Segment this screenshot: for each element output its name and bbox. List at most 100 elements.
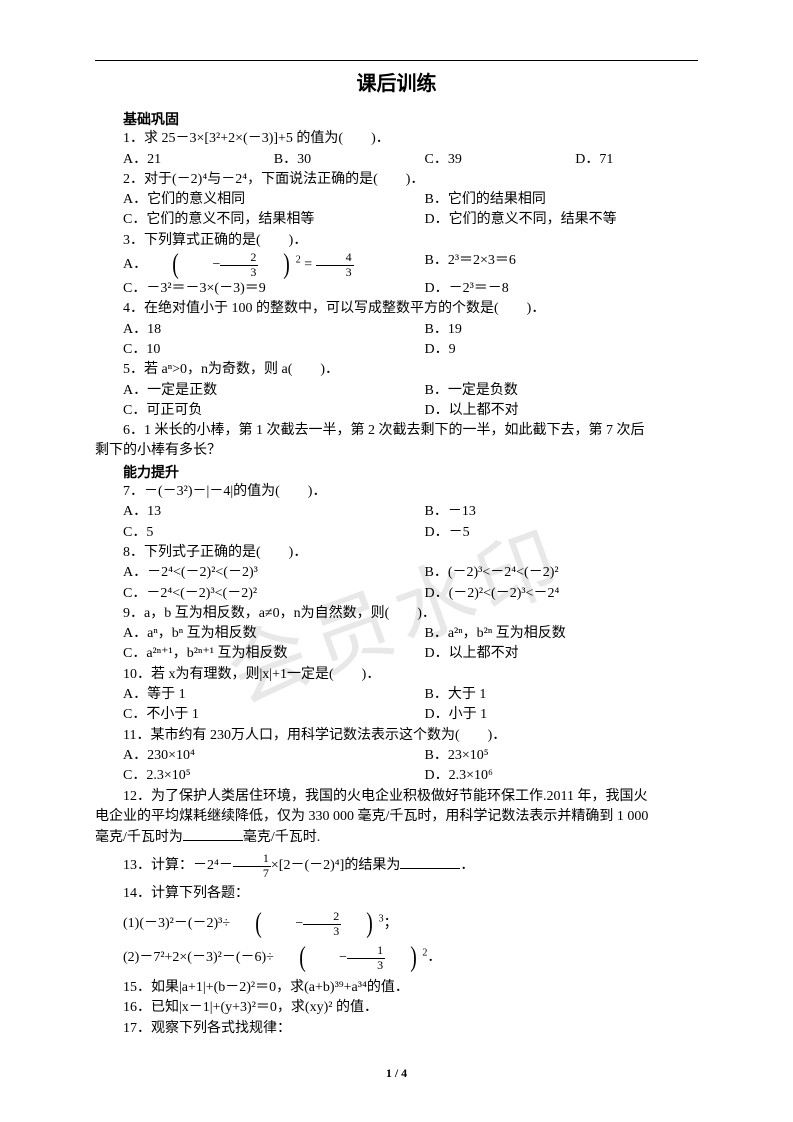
q1-opt-d: D．71 [547,150,698,170]
q12-blank [183,827,243,841]
q1-opt-a: A．21 [95,150,246,170]
q10-opt-d: D．小于 1 [397,705,699,725]
q2-opt-b: B．它们的结果相同 [397,190,699,210]
q13-frac-den: 7 [233,867,271,880]
section-basic: 基础巩固 [95,109,698,129]
q11-opt-b: B．23×10⁵ [397,746,699,766]
q11-stem: 11．某市约有 230万人口，用科学记数法表示这个数为( )． [95,726,698,746]
q14-1-frac-den: 3 [303,925,341,938]
q7-opt-d: D．－5 [397,523,699,543]
q16-stem: 16．已知|x－1|+(y+3)²＝0，求(xy)² 的值． [95,998,698,1018]
q3-options-row2: C．－3²＝－3×(－3)＝9 D．－2³＝－8 [95,279,698,299]
q4-opt-b: B．19 [397,320,699,340]
q4-opt-d: D．9 [397,340,699,360]
q10-opt-b: B．大于 1 [397,685,699,705]
q5-opt-a: A．一定是正数 [95,381,397,401]
q3-opt-a: A．(−23)2 = 43 [95,251,397,279]
q8-opt-d: D．(－2)²<(－2)³<－2⁴ [397,584,699,604]
q10-stem: 10．若 x为有理数，则|x|+1一定是( )． [95,665,698,685]
q3-options-row1: A．(−23)2 = 43 B．2³＝2×3＝6 [95,251,698,279]
q12-line1: 12．为了保护人类居住环境，我国的火电企业积极做好节能环保工作.2011 年，我… [95,787,698,807]
q10-opt-a: A．等于 1 [95,685,397,705]
q3-opt-c: C．－3²＝－3×(－3)＝9 [95,279,397,299]
q7-opt-b: B．－13 [397,502,699,522]
q13-post: ． [460,858,474,873]
q1-options: A．21 B．30 C．39 D．71 [95,150,698,170]
q8-opt-b: B．(－2)³<－2⁴<(－2)² [397,563,699,583]
q11-opt-d: D．2.3×10⁶ [397,766,699,786]
q14-1-post: ； [384,916,398,931]
q9-opt-c: C．a²ⁿ⁺¹，b²ⁿ⁺¹ 互为相反数 [95,644,397,664]
q12-line3: 毫克/千瓦时为 毫克/千瓦时. [95,827,698,848]
q12-line3-pre: 毫克/千瓦时为 [95,830,183,845]
q4-options-row2: C．10 D．9 [95,340,698,360]
q11-opt-c: C．2.3×10⁵ [95,766,397,786]
q9-options-row2: C．a²ⁿ⁺¹，b²ⁿ⁺¹ 互为相反数 D．以上都不对 [95,644,698,664]
q6-line1: 6．1 米长的小棒，第 1 次截去一半，第 2 次截去剩下的一半，如此截下去，第… [95,421,698,441]
q14-stem: 14．计算下列各题： [95,884,698,904]
q4-opt-a: A．18 [95,320,397,340]
q5-opt-c: C．可正可负 [95,401,397,421]
q1-opt-c: C．39 [397,150,548,170]
q14-1-pre: (1)(－3)²－(－2)³÷ [123,916,230,931]
q9-opt-d: D．以上都不对 [397,644,699,664]
q5-opt-d: D．以上都不对 [397,401,699,421]
q12-line2: 电企业的平均煤耗继续降低，仅为 330 000 毫克/千瓦时，用科学记数法表示并… [95,807,698,827]
q8-stem: 8．下列式子正确的是( )． [95,543,698,563]
q14-2-frac-den: 3 [347,959,385,972]
q4-stem: 4．在绝对值小于 100 的整数中，可以写成整数平方的个数是( )． [95,299,698,319]
q1-stem: 1．求 25－3×[3²+2×(－3)]+5 的值为( )． [95,129,698,149]
q14-2: (2)－7²+2×(－3)²－(－6)÷(−13)2． [95,944,698,972]
q4-opt-c: C．10 [95,340,397,360]
q2-options: A．它们的意义相同 B．它们的结果相同 C．它们的意义不同，结果相等 D．它们的… [95,190,698,231]
section-advanced: 能力提升 [95,462,698,482]
q7-opt-a: A．13 [95,502,397,522]
q14-2-post: ． [427,950,441,965]
q5-options-row1: A．一定是正数 B．一定是负数 [95,381,698,401]
q12-line3-post: 毫克/千瓦时. [243,830,320,845]
q14-2-frac-num: 1 [347,944,385,958]
q2-opt-d: D．它们的意义不同，结果不等 [397,210,699,230]
q13-pre: 13．计算：－2⁴－ [123,858,233,873]
q7-opt-c: C．5 [95,523,397,543]
q11-opt-a: A．230×10⁴ [95,746,397,766]
q14-1-frac-num: 2 [303,910,341,924]
q7-stem: 7．－(－3²)－|－4|的值为( )． [95,482,698,502]
q5-options-row2: C．可正可负 D．以上都不对 [95,401,698,421]
q14-2-pre: (2)－7²+2×(－3)²－(－6)÷ [123,950,274,965]
page-number: 1 / 4 [0,1064,793,1082]
q9-opt-a: A．aⁿ，bⁿ 互为相反数 [95,624,397,644]
q13-blank [400,855,460,869]
q3-opt-d: D．－2³＝－8 [397,279,699,299]
q17-stem: 17．观察下列各式找规律： [95,1019,698,1039]
q6-line2: 剩下的小棒有多长？ [95,441,698,461]
q3-stem: 3．下列算式正确的是( )． [95,231,698,251]
q10-opt-c: C．不小于 1 [95,705,397,725]
q9-options-row1: A．aⁿ，bⁿ 互为相反数 B．a²ⁿ，b²ⁿ 互为相反数 [95,624,698,644]
q13-stem: 13．计算：－2⁴－17×[2－(－2)⁴]的结果为 ． [95,852,698,879]
q3-opt-b: B．2³＝2×3＝6 [397,251,699,279]
q13-mid: ×[2－(－2)⁴]的结果为 [271,858,400,873]
q2-stem: 2．对于(－2)⁴与－2⁴，下面说法正确的是( )． [95,170,698,190]
q9-opt-b: B．a²ⁿ，b²ⁿ 互为相反数 [397,624,699,644]
q7-options-row2: C．5 D．－5 [95,523,698,543]
q5-stem: 5．若 aⁿ>0，n为奇数，则 a( )． [95,360,698,380]
q8-options-row2: C．－2⁴<(－2)³<(－2)² D．(－2)²<(－2)³<－2⁴ [95,584,698,604]
q2-opt-a: A．它们的意义相同 [95,190,397,210]
q8-opt-c: C．－2⁴<(－2)³<(－2)² [95,584,397,604]
q10-options-row1: A．等于 1 B．大于 1 [95,685,698,705]
page-title: 课后训练 [95,70,698,99]
q2-opt-c: C．它们的意义不同，结果相等 [95,210,397,230]
q8-opt-a: A．－2⁴<(－2)²<(－2)³ [95,563,397,583]
q1-opt-b: B．30 [246,150,397,170]
q14-1: (1)(－3)²－(－2)³÷(−23)3； [95,910,698,938]
q9-stem: 9．a，b 互为相反数，a≠0，n为自然数，则( )． [95,604,698,624]
q8-options-row1: A．－2⁴<(－2)²<(－2)³ B．(－2)³<－2⁴<(－2)² [95,563,698,583]
q11-options-row1: A．230×10⁴ B．23×10⁵ [95,746,698,766]
q10-options-row2: C．不小于 1 D．小于 1 [95,705,698,725]
q15-stem: 15．如果|a+1|+(b－2)²＝0，求(a+b)³⁹+a³⁴的值． [95,978,698,998]
q13-frac-num: 1 [233,852,271,866]
q7-options-row1: A．13 B．－13 [95,502,698,522]
q5-opt-b: B．一定是负数 [397,381,699,401]
q4-options-row1: A．18 B．19 [95,320,698,340]
